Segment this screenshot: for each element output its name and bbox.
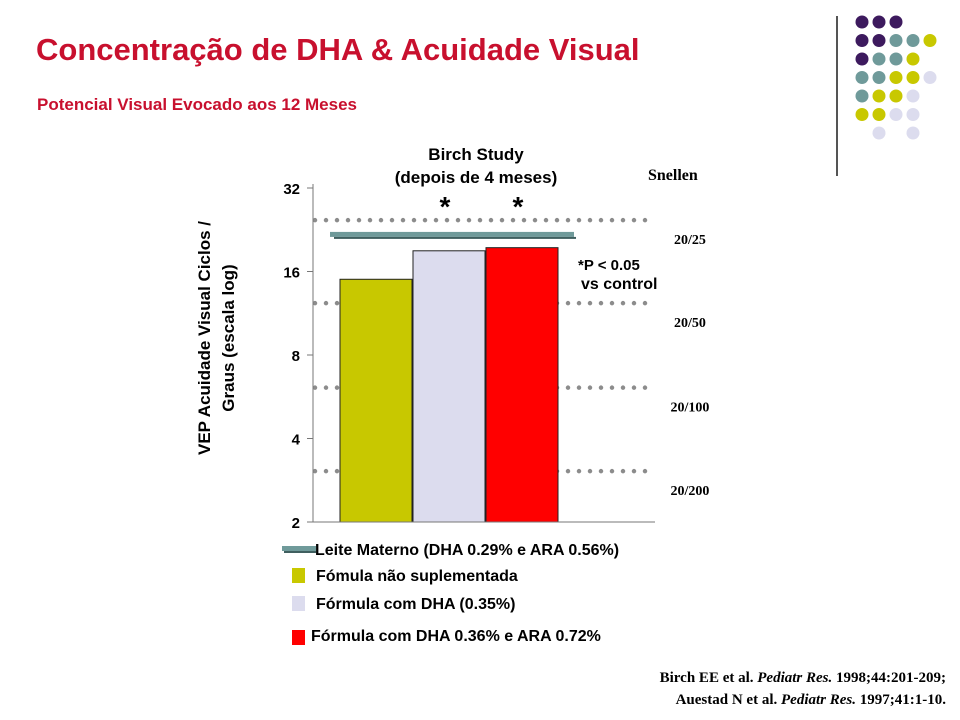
decorative-dots-logo xyxy=(855,15,937,140)
logo-dot xyxy=(872,52,886,66)
page-subtitle: Potencial Visual Evocado aos 12 Meses xyxy=(37,95,358,114)
significance-asterisk: * xyxy=(440,191,451,222)
logo-dot xyxy=(855,89,869,103)
snellen-label: 20/50 xyxy=(674,316,706,331)
y-tick-label: 8 xyxy=(292,348,300,365)
logo-dot xyxy=(889,89,903,103)
logo-dot xyxy=(889,71,903,84)
reference-1-cite: 1998;44:201-209; xyxy=(836,670,946,686)
significance-asterisk: * xyxy=(513,191,524,222)
reference-2-journal: Pediatr Res. xyxy=(781,692,856,708)
logo-dot xyxy=(906,126,920,140)
reference-line-1: Birch EE et al. Pediatr Res. 1998;44:201… xyxy=(660,667,946,689)
legend-label-dha-ara: Fórmula com DHA 0.36% e ARA 0.72% xyxy=(311,628,601,645)
legend-swatch-red xyxy=(292,630,305,645)
y-tick-label: 16 xyxy=(283,265,300,282)
logo-dot xyxy=(855,108,869,121)
legend-label-dha: Fórmula com DHA (0.35%) xyxy=(316,596,516,613)
reference-line xyxy=(330,231,574,237)
legend-swatch-lavender xyxy=(292,596,305,611)
logo-dot xyxy=(923,71,937,84)
logo-dot xyxy=(872,34,886,47)
logo-dot xyxy=(923,34,937,47)
chart-subtitle: (depois de 4 meses) xyxy=(395,168,558,187)
snellen-label: 20/200 xyxy=(671,484,710,499)
reference-line-shadow xyxy=(334,236,576,239)
reference-1-journal: Pediatr Res. xyxy=(757,670,833,686)
legend-label-breast-milk: Leite Materno (DHA 0.29% e ARA 0.56%) xyxy=(315,542,620,559)
page-title: Concentração de DHA & Acuidade Visual xyxy=(36,32,640,67)
legend-swatch-reference-line xyxy=(282,546,316,553)
logo-dot xyxy=(855,71,869,84)
references: Birch EE et al. Pediatr Res. 1998;44:201… xyxy=(660,667,946,711)
legend-swatch-olive xyxy=(292,568,305,583)
logo-dot xyxy=(889,15,903,29)
y-axis-label-line2: Graus (escala log) xyxy=(219,264,238,411)
bar xyxy=(412,250,486,523)
y-tick-label: 32 xyxy=(283,181,300,198)
snellen-label: 20/100 xyxy=(671,401,710,416)
reference-2-cite: 1997;41:1-10. xyxy=(859,692,946,708)
logo-dot xyxy=(906,108,920,121)
significance-annotation: *P < 0.05 xyxy=(578,257,640,274)
snellen-title: Snellen xyxy=(648,167,698,184)
bar-chart: Snellen 20/25 20/50 20/100 20/200 * * 32 16 8 4 2 Bi… xyxy=(195,145,710,532)
snellen-label: 20/25 xyxy=(674,233,706,248)
logo-dot xyxy=(906,52,920,66)
legend-label-unsupplemented: Fómula não suplementada xyxy=(316,568,518,585)
y-axis-label: VEP Acuidade Visual Ciclos / Graus (escal… xyxy=(195,221,238,455)
bar xyxy=(339,278,413,523)
logo-dot xyxy=(906,71,920,84)
reference-2-authors: Auestad N et al. xyxy=(675,692,778,708)
logo-dot xyxy=(872,71,886,84)
y-axis-label-line1: VEP Acuidade Visual Ciclos / xyxy=(195,221,214,455)
reference-1-authors: Birch EE et al. xyxy=(659,670,754,686)
logo-dot xyxy=(889,52,903,66)
significance-annotation-line2: vs control xyxy=(581,276,657,293)
y-tick-label: 4 xyxy=(292,432,301,449)
logo-dot xyxy=(906,89,920,103)
bar xyxy=(485,247,559,523)
logo-dot xyxy=(855,34,869,47)
logo-dot xyxy=(906,34,920,47)
logo-divider xyxy=(836,16,838,176)
logo-dot xyxy=(855,15,869,29)
logo-dot xyxy=(872,89,886,103)
reference-line-2: Auestad N et al. Pediatr Res. 1997;41:1-… xyxy=(660,689,946,711)
chart-title: Birch Study xyxy=(428,145,524,164)
logo-dot xyxy=(889,34,903,47)
logo-dot xyxy=(855,52,869,66)
logo-dot xyxy=(889,108,903,121)
logo-dot xyxy=(872,126,886,140)
logo-dot xyxy=(872,108,886,121)
logo-dot xyxy=(872,15,886,29)
y-tick-label: 2 xyxy=(292,515,300,532)
